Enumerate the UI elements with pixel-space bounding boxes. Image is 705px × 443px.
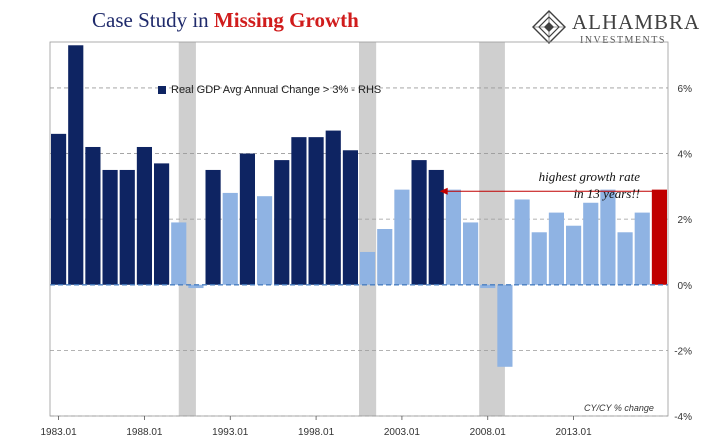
annotation-line-1: highest growth rate xyxy=(538,169,640,184)
y-tick-label: 2% xyxy=(678,215,693,226)
bar xyxy=(85,146,101,285)
bar xyxy=(548,212,564,285)
chart-legend: Real GDP Avg Annual Change > 3% - RHS xyxy=(158,84,381,96)
logo-name: ALHAMBRA xyxy=(572,10,701,34)
recession-band xyxy=(359,42,377,416)
plot-frame xyxy=(49,41,669,417)
x-tick-label: 1988.01 xyxy=(126,427,163,438)
bar xyxy=(634,212,650,285)
bar xyxy=(497,284,513,367)
bar xyxy=(239,153,255,285)
chart-footnote: CY/CY % change xyxy=(584,403,654,413)
alhambra-diamond-icon xyxy=(532,10,566,44)
annotation-line-2: in 13 years!! xyxy=(573,186,640,201)
bar xyxy=(394,189,410,285)
y-tick-label: 0% xyxy=(678,281,693,292)
bar xyxy=(205,169,221,285)
chart-title-prefix: Case Study in xyxy=(92,8,214,32)
x-tick-label: 1993.01 xyxy=(212,427,249,438)
bar xyxy=(600,189,616,285)
legend-swatch xyxy=(158,86,166,94)
bar xyxy=(480,284,496,289)
bar xyxy=(531,232,547,285)
bar xyxy=(188,284,204,289)
bar xyxy=(68,45,84,285)
y-tick-label: -4% xyxy=(674,412,692,423)
x-tick-label: 1983.01 xyxy=(41,427,78,438)
annotation-arrowhead xyxy=(439,187,448,195)
bar xyxy=(136,146,152,285)
bar xyxy=(583,202,599,285)
chart-title-accent: Missing Growth xyxy=(213,8,359,32)
bar xyxy=(119,169,135,285)
bar xyxy=(514,199,530,285)
bar xyxy=(325,130,341,285)
bar xyxy=(257,196,273,285)
bar xyxy=(342,150,358,285)
chart-title: Case Study in Missing Growth xyxy=(92,8,359,33)
bar xyxy=(222,192,238,285)
bar xyxy=(291,137,307,285)
bar xyxy=(51,133,67,285)
bar xyxy=(308,137,324,285)
y-tick-label: 6% xyxy=(678,84,693,95)
chart-annotation: highest growth rate in 13 years!! xyxy=(520,168,640,202)
bar xyxy=(360,251,376,285)
logo-subtitle: INVESTMENTS xyxy=(580,35,666,46)
brand-logo: ALHAMBRA INVESTMENTS xyxy=(528,8,700,48)
bar xyxy=(154,163,170,285)
legend-label: Real GDP Avg Annual Change > 3% - RHS xyxy=(171,84,382,96)
bar xyxy=(171,222,187,285)
x-tick-label: 2003.01 xyxy=(384,427,421,438)
y-tick-label: -2% xyxy=(674,346,692,357)
bar xyxy=(445,189,461,285)
bar xyxy=(463,222,479,285)
y-tick-label: 4% xyxy=(678,150,693,161)
bar xyxy=(617,232,633,285)
x-tick-label: 2013.01 xyxy=(556,427,593,438)
bar xyxy=(377,229,393,285)
bar xyxy=(428,169,444,285)
x-tick-label: 2008.01 xyxy=(470,427,507,438)
bar xyxy=(274,160,290,285)
x-tick-label: 1998.01 xyxy=(298,427,335,438)
bar xyxy=(411,160,427,285)
bar xyxy=(102,169,118,285)
bar xyxy=(566,225,582,285)
recession-band xyxy=(178,42,196,416)
bar xyxy=(651,189,667,285)
